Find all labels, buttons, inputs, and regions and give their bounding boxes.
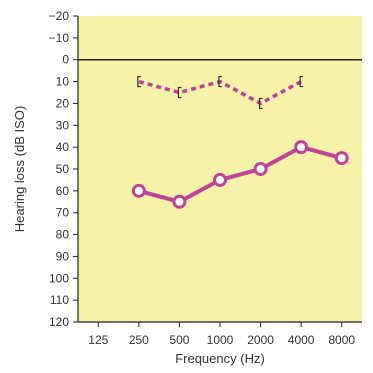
x-axis-title: Frequency (Hz) <box>175 351 265 366</box>
y-tick-label: 110 <box>50 293 69 307</box>
circle-marker <box>172 194 187 209</box>
x-tick-label: 125 <box>88 333 108 347</box>
x-tick-label: 1000 <box>207 333 234 347</box>
y-tick-label: 50 <box>56 162 70 176</box>
x-tick-label: 250 <box>129 333 149 347</box>
bracket-marker <box>137 75 141 88</box>
y-axis-title: Hearing loss (dB ISO) <box>12 106 27 232</box>
circle-marker <box>253 162 268 176</box>
circle-marker <box>131 183 146 198</box>
bracket-marker <box>177 86 182 99</box>
y-tick-label: 100 <box>49 271 69 285</box>
y-tick-label: 40 <box>56 140 70 154</box>
y-tick-label: 0 <box>62 53 69 67</box>
y-tick-label: 30 <box>56 118 70 132</box>
y-tick-label: 90 <box>56 249 70 263</box>
y-tick-label: 70 <box>56 206 70 220</box>
bracket-marker <box>258 97 263 110</box>
x-tick-label: 4000 <box>288 333 315 347</box>
y-tick-label: −20 <box>49 9 70 23</box>
y-tick-label: 80 <box>56 228 70 242</box>
circle-marker <box>213 172 227 187</box>
y-tick-label: 120 <box>49 315 69 329</box>
circle-marker <box>294 140 309 155</box>
bracket-marker <box>299 75 304 88</box>
y-tick-label: 10 <box>56 75 70 89</box>
x-tick-label: 500 <box>169 333 189 347</box>
circle-marker <box>334 151 349 166</box>
bracket-marker <box>218 75 222 88</box>
y-tick-label: 60 <box>56 184 70 198</box>
x-tick-label: 2000 <box>247 333 274 347</box>
y-tick-label: −10 <box>49 31 70 45</box>
y-tick-label: 20 <box>56 96 70 110</box>
x-tick-label: 8000 <box>328 333 355 347</box>
series-dashed-line <box>138 79 302 106</box>
plot-background <box>78 16 362 322</box>
